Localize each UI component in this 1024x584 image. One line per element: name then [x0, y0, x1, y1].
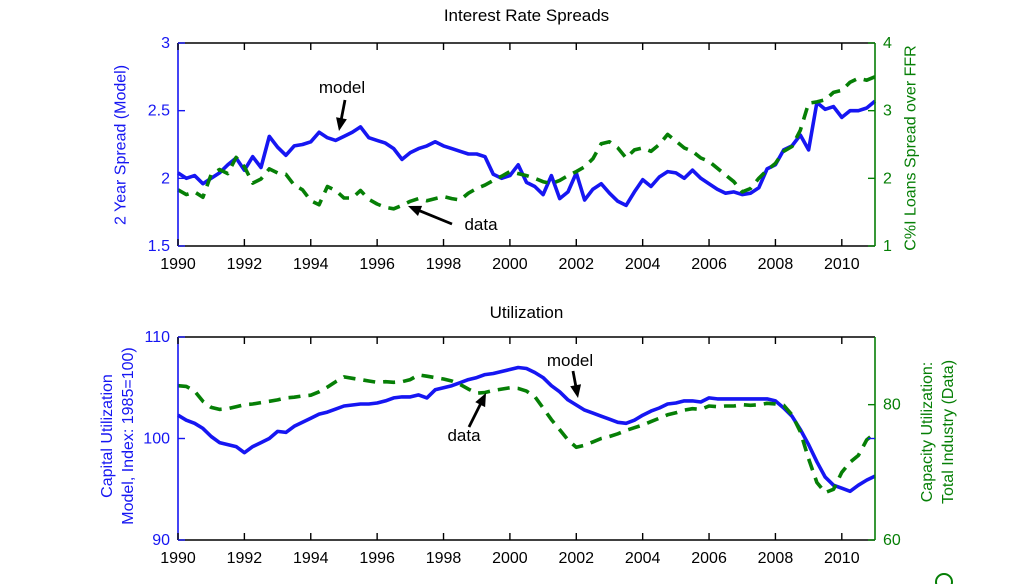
top-model-line [177, 99, 877, 208]
bottom-yright-tick-label: 80 [883, 397, 901, 414]
bottom-model-arrow-head [570, 384, 582, 398]
top-data-arrow-shaft [415, 208, 453, 226]
bottom-yright-tick-label: 60 [883, 532, 901, 549]
bottom-data-annotation: data [447, 426, 481, 445]
top-right-axis-label: C%I Loans Spread over FFR [902, 45, 920, 251]
top-data-arrow-head [408, 205, 423, 217]
top-yleft-tick-label: 3 [161, 35, 170, 52]
bottom-x-tick-label: 1990 [160, 550, 196, 567]
bottom-right-axis-label-line1: Capacity Utilization: [919, 361, 936, 503]
top-x-tick-label: 1996 [359, 256, 395, 273]
top-x-tick-label: 1998 [426, 256, 462, 273]
bottom-left-axis-label: Capital Utilization Model, Index: 1985=1… [97, 347, 139, 524]
bottom-yleft-tick-label: 100 [143, 431, 170, 448]
top-yleft-tick-label: 1.5 [148, 238, 170, 255]
top-x-tick-label: 2006 [691, 256, 727, 273]
bottom-x-tick-label: 2010 [824, 550, 860, 567]
bottom-x-tick-label: 1994 [293, 550, 329, 567]
bottom-model-line [177, 365, 876, 494]
bottom-left-axis-label-line1: Capital Utilization [99, 374, 116, 498]
bottom-x-tick-label: 1996 [359, 550, 395, 567]
top-x-tick-label: 2010 [824, 256, 860, 273]
partial-glyph [935, 573, 953, 584]
top-x-tick-label: 2004 [625, 256, 661, 273]
top-chart-title: Interest Rate Spreads [443, 6, 610, 25]
bottom-model-annotation: model [546, 351, 594, 370]
top-x-tick-label: 2000 [492, 256, 528, 273]
top-left-axis-label: 2 Year Spread (Model) [112, 64, 130, 226]
bottom-yleft-tick-label: 110 [144, 329, 170, 346]
bottom-left-axis-label-line2: Model, Index: 1985=100) [120, 347, 137, 525]
bottom-x-tick-label: 2006 [691, 550, 727, 567]
top-yright-tick-label: 1 [883, 238, 892, 255]
top-yright-tick-label: 3 [883, 103, 892, 120]
top-x-tick-label: 2002 [558, 256, 594, 273]
bottom-x-tick-label: 2008 [758, 550, 794, 567]
bottom-right-axis-label-line2: Total Industry (Data) [940, 359, 957, 505]
top-x-tick-label: 2008 [758, 256, 794, 273]
top-yright-tick-label: 4 [883, 35, 892, 52]
top-x-tick-label: 1992 [227, 256, 263, 273]
top-yleft-tick-label: 2 [161, 170, 170, 187]
bottom-chart-title: Utilization [489, 303, 564, 322]
bottom-right-axis-label: Capacity Utilization: Total Industry (Da… [917, 360, 959, 504]
top-x-tick-label: 1990 [160, 256, 196, 273]
bottom-data-arrow-shaft [467, 400, 484, 428]
top-yleft-tick-label: 2.5 [148, 103, 170, 120]
top-data-annotation: data [464, 215, 498, 234]
bottom-x-tick-label: 2002 [558, 550, 594, 567]
top-yright-tick-label: 2 [883, 170, 892, 187]
bottom-x-tick-label: 1992 [227, 550, 263, 567]
top-data-line [177, 75, 876, 211]
bottom-data-arrow-head [475, 393, 486, 408]
bottom-yleft-tick-label: 90 [152, 532, 170, 549]
bottom-x-tick-label: 1998 [426, 550, 462, 567]
top-model-arrow-head [336, 117, 347, 131]
top-model-annotation: model [318, 78, 366, 97]
bottom-x-tick-label: 2004 [625, 550, 661, 567]
bottom-x-tick-label: 2000 [492, 550, 528, 567]
bottom-data-line [177, 373, 877, 495]
top-x-tick-label: 1994 [293, 256, 329, 273]
